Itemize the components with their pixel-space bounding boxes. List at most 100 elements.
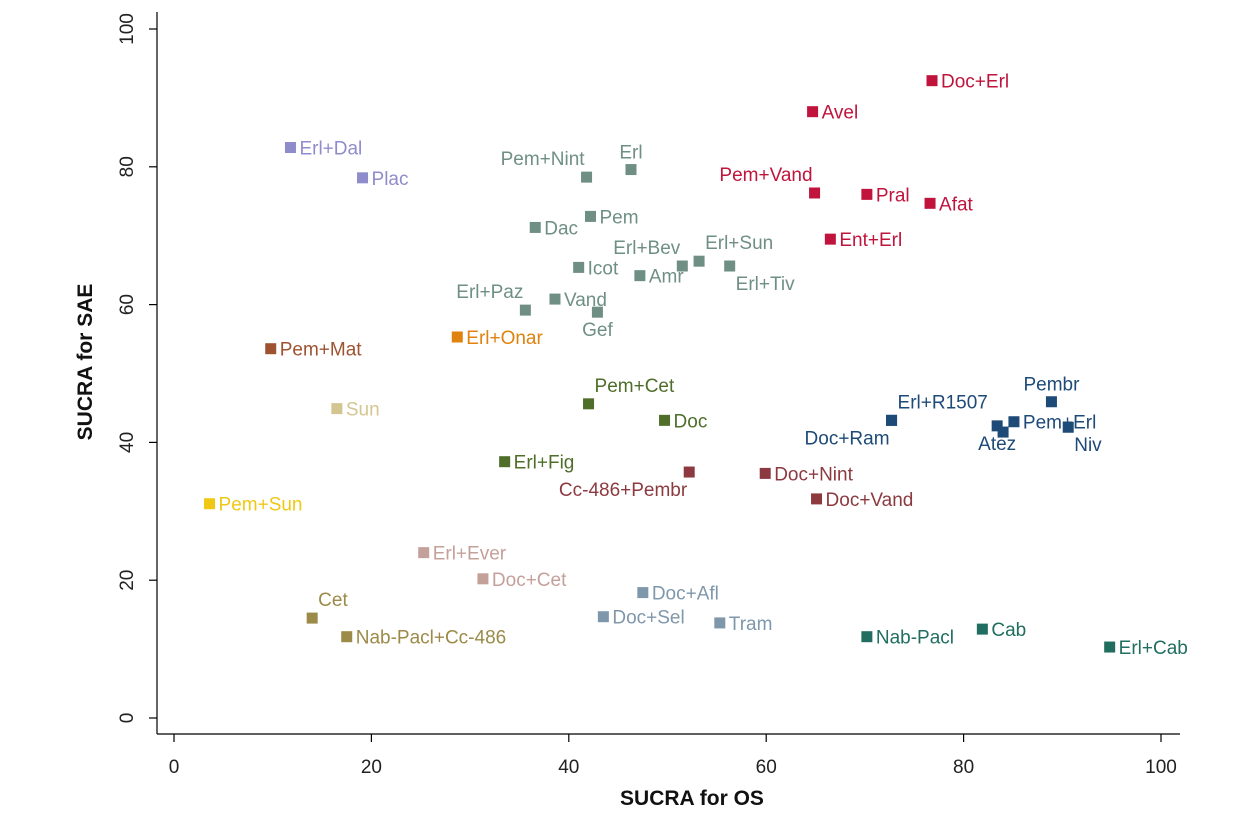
data-point (724, 260, 736, 272)
point-label: Nab-Pacl+Cc-486 (356, 628, 507, 649)
y-axis-ticks: 0 20 40 60 80 100 (117, 13, 157, 723)
x-tick-label: 40 (558, 757, 579, 778)
point-label: Amr (649, 267, 685, 288)
point-label: Niv (1074, 435, 1102, 456)
point-label: Cc-486+Pembr (559, 480, 688, 501)
data-point (997, 426, 1009, 438)
point-label: Ent+Erl (839, 230, 902, 251)
point-label: Nab-Pacl (876, 628, 954, 649)
point-label: Vand (564, 290, 607, 311)
point-label: Pral (876, 185, 910, 206)
point-label: Erl+Ever (433, 544, 507, 565)
data-point (529, 221, 541, 233)
data-point (809, 187, 821, 199)
data-point (341, 631, 353, 643)
point-label: Cet (318, 590, 348, 611)
data-point (693, 255, 705, 267)
point-label: Tram (729, 614, 773, 635)
point-label: Erl+R1507 (898, 392, 988, 413)
point-label: Icot (588, 258, 619, 279)
point-label: Afat (939, 194, 974, 215)
point-label: Pem+Nint (501, 149, 586, 170)
point-labels: Doc+Erl Avel Pem+Vand Pral Afat Ent+Erl Erl+Da… (219, 72, 1188, 659)
point-label: Erl+Cab (1119, 638, 1188, 659)
point-label: Doc (674, 411, 708, 432)
data-point (824, 233, 836, 245)
point-label: Doc+Sel (612, 608, 684, 629)
point-label: Gef (582, 320, 613, 341)
data-point (591, 306, 603, 318)
data-point (683, 466, 695, 478)
data-point (926, 75, 938, 87)
data-point (477, 573, 489, 585)
point-label: Plac (372, 169, 409, 190)
data-point (659, 414, 671, 426)
data-point (418, 547, 430, 559)
data-point (807, 106, 819, 118)
data-point (573, 261, 585, 273)
point-label: Dac (544, 218, 578, 239)
data-point (1062, 421, 1074, 433)
point-label: Cab (991, 620, 1026, 641)
point-label: Erl+Onar (466, 328, 543, 349)
point-label: Pem+Erl (1023, 413, 1096, 434)
data-point (811, 493, 823, 505)
data-point (714, 617, 726, 629)
point-label: Pem (600, 207, 639, 228)
point-label: Erl+Sun (705, 233, 773, 254)
data-point (759, 467, 771, 479)
data-point (204, 498, 216, 510)
data-point (583, 398, 595, 410)
point-label: Atez (978, 434, 1016, 455)
data-point (306, 612, 318, 624)
data-points (204, 75, 1116, 653)
point-label: Pem+Sun (219, 495, 303, 516)
data-point (676, 260, 688, 272)
x-tick-label: 0 (169, 757, 180, 778)
point-label: Sun (346, 400, 380, 421)
y-tick-label: 20 (117, 570, 138, 591)
point-label: Doc+Ram (805, 428, 890, 449)
y-tick-label: 40 (117, 432, 138, 453)
point-label: Doc+Cet (492, 570, 567, 591)
data-point (1008, 416, 1020, 428)
point-label: Doc+Afl (652, 584, 719, 605)
point-label: Erl+Dal (299, 139, 362, 160)
data-point (451, 331, 463, 343)
data-point (585, 210, 597, 222)
point-label: Erl+Fig (514, 453, 575, 474)
point-label: Doc+Vand (826, 490, 914, 511)
y-tick-label: 60 (117, 294, 138, 315)
y-axis-title: SUCRA for SAE (74, 284, 97, 441)
data-point (886, 414, 898, 426)
data-point (357, 172, 369, 184)
point-label: Pem+Mat (280, 340, 363, 361)
data-point (284, 142, 296, 154)
data-point (861, 631, 873, 643)
x-tick-label: 60 (756, 757, 777, 778)
point-label: Erl+Bev (613, 238, 681, 259)
data-point (634, 270, 646, 282)
point-label: Erl+Paz (456, 282, 523, 303)
x-axis-title: SUCRA for OS (620, 787, 764, 810)
x-axis-ticks: 0 20 40 60 80 100 (169, 734, 1177, 778)
data-point (549, 293, 561, 305)
data-point (991, 420, 1003, 432)
point-label: Erl (619, 143, 642, 164)
data-point (637, 587, 649, 599)
data-point (597, 611, 609, 623)
point-label: Avel (822, 103, 859, 124)
data-point (924, 197, 936, 209)
x-tick-label: 80 (953, 757, 974, 778)
point-label: Pem+Vand (719, 165, 812, 186)
point-label: Erl+Tiv (736, 274, 795, 295)
data-point (1045, 396, 1057, 408)
data-point (976, 623, 988, 635)
x-tick-label: 20 (361, 757, 382, 778)
data-point (625, 164, 637, 176)
data-point (331, 403, 343, 415)
y-tick-label: 0 (117, 713, 138, 724)
data-point (265, 343, 277, 355)
data-point (499, 456, 511, 468)
